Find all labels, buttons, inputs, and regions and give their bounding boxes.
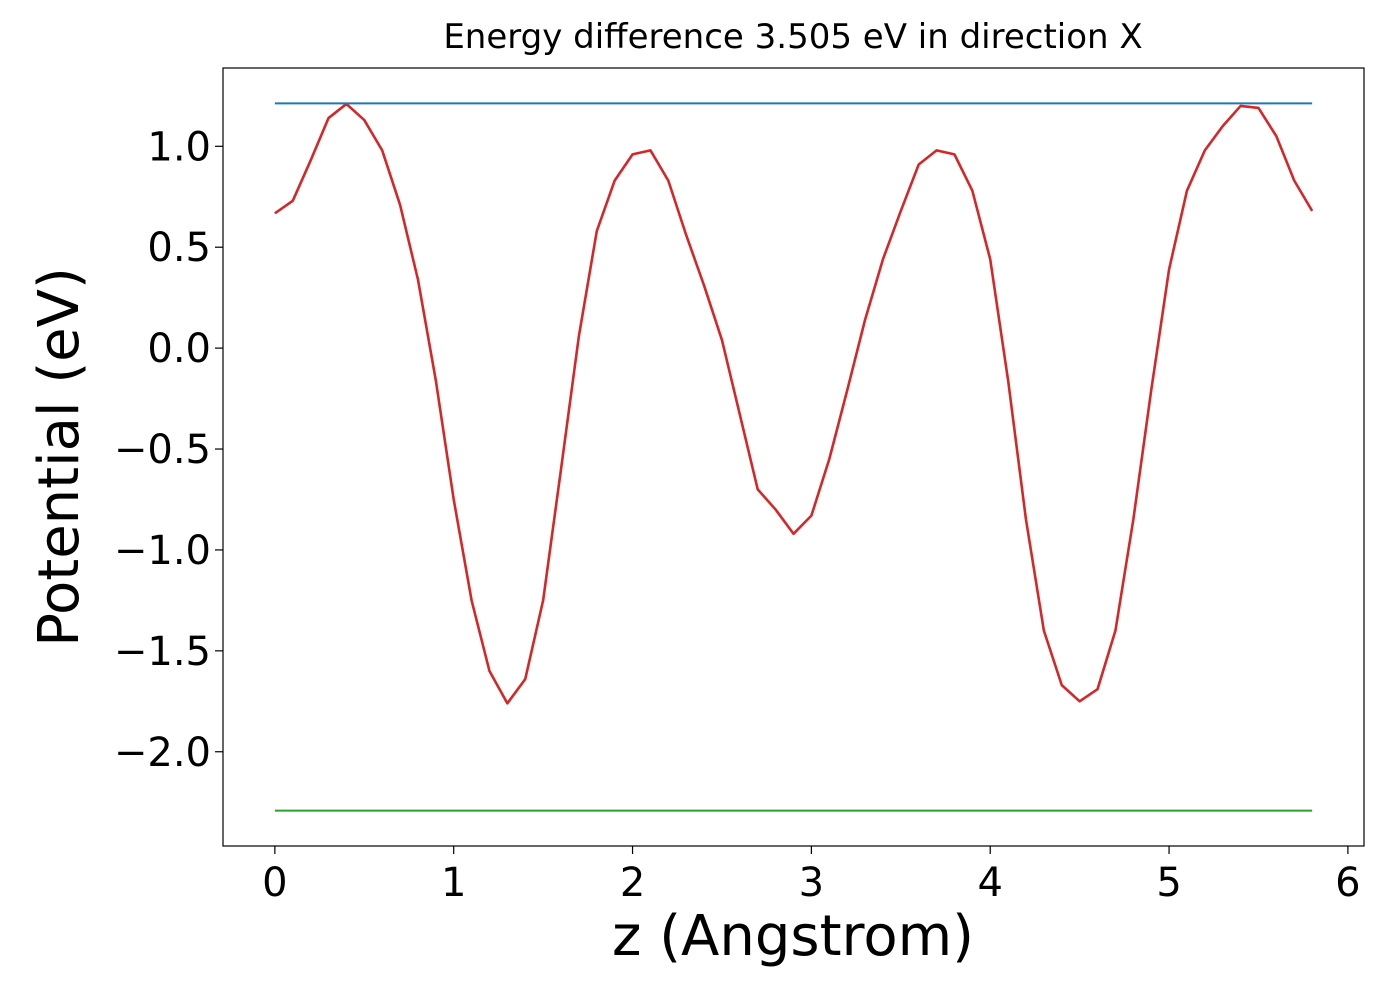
y-tick-label: −2.0	[114, 730, 211, 776]
x-tick-label: 1	[441, 860, 466, 906]
x-tick-label: 5	[1156, 860, 1181, 906]
y-tick-label: −0.5	[114, 427, 211, 473]
x-tick-label: 6	[1335, 860, 1360, 906]
x-tick-label: 3	[799, 860, 824, 906]
line	[274, 102, 1314, 705]
y-tick-label: 0.5	[147, 225, 211, 271]
plot-frame	[222, 67, 1365, 847]
x-tick-label: 0	[262, 860, 287, 906]
y-tick-label: −1.5	[114, 629, 211, 675]
y-tick-label: −1.0	[114, 528, 211, 574]
y-tick-label: 1.0	[147, 124, 211, 170]
x-tick-label: 4	[977, 860, 1002, 906]
y-axis-label: Potential (eV)	[27, 267, 92, 647]
chart-title: Energy difference 3.505 eV in direction …	[443, 17, 1142, 57]
y-tick-label: 0.0	[147, 326, 211, 372]
x-tick-label: 2	[620, 860, 645, 906]
x-axis-label: z (Angstrom)	[612, 904, 974, 969]
